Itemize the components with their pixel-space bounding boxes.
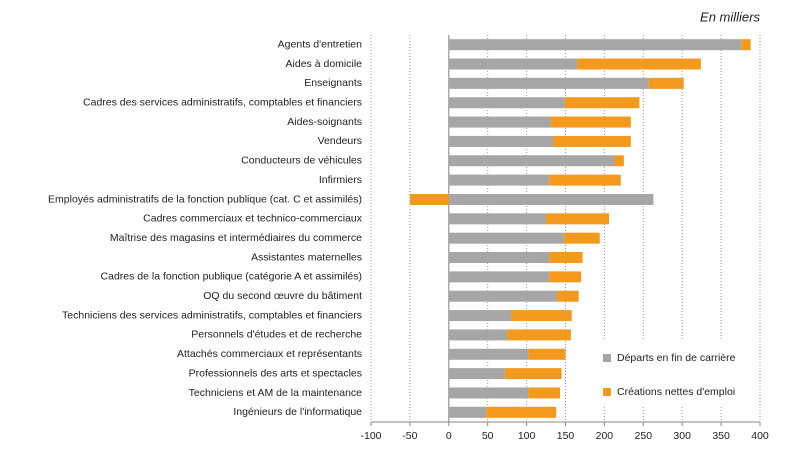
x-tick-label: -100 <box>360 430 381 442</box>
bar <box>550 116 631 128</box>
bar <box>448 155 615 167</box>
y-tick-label: Agents d'entretien <box>278 38 362 50</box>
bar <box>448 116 551 128</box>
x-tick-label: -50 <box>402 430 417 442</box>
bar <box>507 329 571 341</box>
bar <box>549 174 621 186</box>
y-tick-label: Ingénieurs de l'informatique <box>233 406 362 418</box>
bar <box>528 387 561 399</box>
y-tick-label: Maîtrise des magasins et intermédiaires … <box>110 232 362 244</box>
bar <box>448 252 550 264</box>
x-tick-label: 350 <box>712 430 730 442</box>
bar <box>549 252 583 264</box>
legend-label: Départs en fin de carrière <box>617 352 736 364</box>
bar <box>409 193 449 205</box>
bar <box>741 39 751 51</box>
y-tick-label: Attachés commerciaux et représentants <box>177 348 362 360</box>
bar <box>448 193 654 205</box>
y-tick-label: Assistantes maternelles <box>251 251 362 263</box>
bar <box>549 271 582 283</box>
bar <box>486 406 557 418</box>
bar <box>448 213 547 225</box>
y-tick-label: Techniciens et AM de la maintenance <box>189 387 363 399</box>
bar <box>448 58 578 70</box>
y-tick-label: Employés administratifs de la fonction p… <box>48 193 362 205</box>
y-tick-label: OQ du second œuvre du bâtiment <box>203 290 362 302</box>
legend-swatch <box>603 388 611 396</box>
bar <box>546 213 610 225</box>
bar <box>528 348 566 360</box>
y-tick-label: Cadres des services administratifs, comp… <box>83 97 362 109</box>
legend-box <box>596 340 756 406</box>
bar <box>614 155 624 167</box>
bar <box>556 290 579 302</box>
bar <box>448 39 742 51</box>
y-tick-label: Professionnels des arts et spectacles <box>189 367 362 379</box>
chart-title: En milliers <box>700 9 760 24</box>
x-tick-label: 0 <box>446 430 452 442</box>
x-tick-label: 200 <box>596 430 614 442</box>
x-tick-label: 300 <box>673 430 691 442</box>
y-tick-label: Infirmiers <box>319 174 362 186</box>
bar <box>648 77 684 89</box>
y-tick-label: Aides à domicile <box>286 58 363 70</box>
bar <box>563 232 600 244</box>
bar <box>448 290 557 302</box>
bar <box>577 58 701 70</box>
y-tick-label: Conducteurs de véhicules <box>241 155 362 167</box>
y-tick-label: Aides-soignants <box>287 116 362 128</box>
bar <box>448 271 550 283</box>
bar <box>448 368 505 380</box>
bar <box>511 310 572 322</box>
bar <box>448 135 554 147</box>
bar <box>448 310 512 322</box>
bar <box>448 348 529 360</box>
x-tick-label: 400 <box>751 430 769 442</box>
y-tick-label: Personnels d'études et de recherche <box>191 329 362 341</box>
y-tick-label: Cadres commerciaux et technico-commercia… <box>143 213 363 225</box>
legend-label: Créations nettes d'emploi <box>617 386 735 398</box>
x-tick-label: 50 <box>482 430 494 442</box>
y-tick-label: Vendeurs <box>318 135 362 147</box>
bar <box>448 406 487 418</box>
bar <box>448 174 550 186</box>
bar <box>564 97 640 109</box>
bar <box>553 135 631 147</box>
bar <box>448 232 564 244</box>
y-tick-label: Enseignants <box>304 77 362 89</box>
legend-swatch <box>603 354 611 362</box>
bar <box>448 329 508 341</box>
x-tick-label: 250 <box>635 430 653 442</box>
bar <box>448 97 565 109</box>
bar <box>448 77 649 89</box>
bar <box>504 368 562 380</box>
y-tick-label: Techniciens des services administratifs,… <box>62 309 362 321</box>
bar <box>448 387 529 399</box>
x-tick-label: 100 <box>518 430 536 442</box>
x-tick-label: 150 <box>557 430 575 442</box>
y-tick-label: Cadres de la fonction publique (catégori… <box>101 271 362 283</box>
